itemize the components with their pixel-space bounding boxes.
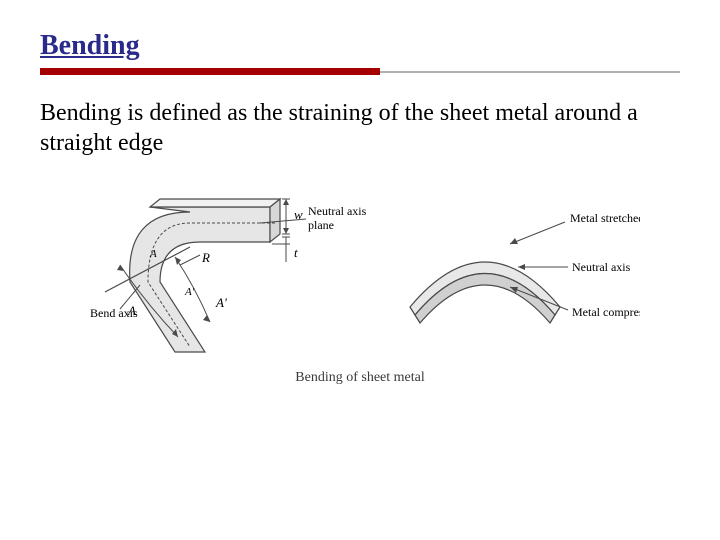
label-metal-stretched: Metal stretched <box>570 211 640 225</box>
slide-title: Bending <box>40 30 680 62</box>
leader-stretched <box>510 222 565 244</box>
label-R: R <box>201 250 210 265</box>
title-rule <box>40 68 680 76</box>
bent-sheet-side-face <box>270 199 280 242</box>
label-neutral-axis-plane-1: Neutral axis <box>308 204 367 218</box>
right-diagram: Metal stretched Neutral axis Metal compr… <box>410 211 640 323</box>
label-metal-compressed: Metal compressed <box>572 305 640 319</box>
title-rule-red <box>40 68 380 75</box>
left-diagram: w t R A A' A A' Bend axis Neutral axis p… <box>90 199 367 352</box>
body-text: Bending is defined as the straining of t… <box>40 98 680 158</box>
w-arrow-d <box>283 228 289 234</box>
arrowhead-3 <box>175 257 181 265</box>
label-A-top: A <box>149 248 157 260</box>
bent-sheet-top-face <box>150 199 280 207</box>
label-t: t <box>294 245 298 260</box>
label-Aprime-right: A' <box>215 295 227 310</box>
label-neutral-axis-plane-2: plane <box>308 218 334 232</box>
label-Aprime-top: A' <box>184 286 195 298</box>
radius-line <box>180 255 200 265</box>
bent-sheet-outer <box>130 207 270 352</box>
w-arrow-u <box>283 199 289 205</box>
label-bend-axis: Bend axis <box>90 306 138 320</box>
leader-neutral-arrow <box>518 264 525 270</box>
figure-caption: Bending of sheet metal <box>40 370 680 386</box>
arrowhead-1 <box>117 265 124 271</box>
label-neutral-axis: Neutral axis <box>572 260 631 274</box>
bending-figure: w t R A A' A A' Bend axis Neutral axis p… <box>80 182 640 362</box>
